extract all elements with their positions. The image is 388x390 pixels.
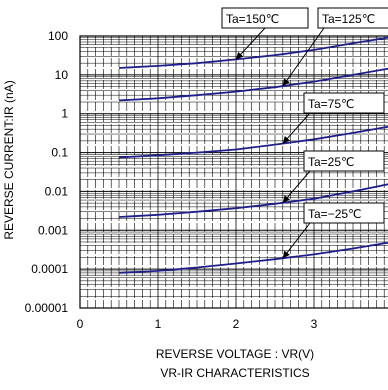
callout-label: Ta=125℃ [322, 12, 375, 26]
x-tick-label: 3 [311, 317, 318, 331]
y-tick-label: 0.0001 [31, 262, 68, 276]
y-tick-label: 10 [55, 68, 69, 82]
x-tick-label: 2 [233, 317, 240, 331]
callout-label: Ta=150℃ [226, 12, 279, 26]
x-tick-label: 1 [155, 317, 162, 331]
y-tick-label: 100 [48, 29, 68, 43]
chart-title: VR-IR CHARACTERISTICS [160, 366, 309, 380]
x-axis-label: REVERSE VOLTAGE : VR(V) [156, 347, 314, 361]
y-tick-label: 0.01 [45, 184, 69, 198]
callout-arrow [283, 28, 324, 86]
callout-label: Ta=−25℃ [308, 207, 362, 221]
y-tick-label: 1 [61, 107, 68, 121]
y-tick-label: 0.001 [38, 223, 68, 237]
y-axis-label: REVERSE CURRENT:IR (nA) [2, 80, 16, 239]
callouts: Ta=150℃ Ta=125℃ Ta=75℃ Ta=25℃ Ta=−25℃ [222, 8, 388, 258]
y-tick-label: 0.00001 [25, 301, 69, 315]
y-tick-label: 0.1 [51, 146, 68, 160]
callout-label: Ta=25℃ [308, 155, 355, 169]
callout-label: Ta=75℃ [308, 97, 355, 111]
x-tick-label: 0 [77, 317, 84, 331]
